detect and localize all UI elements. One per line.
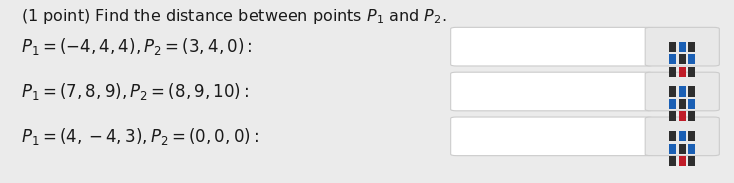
Bar bbox=[669, 66, 676, 76]
Bar bbox=[678, 144, 686, 154]
Bar bbox=[688, 86, 696, 96]
Bar bbox=[688, 99, 696, 109]
FancyBboxPatch shape bbox=[645, 117, 719, 156]
Bar bbox=[688, 42, 696, 52]
Bar bbox=[669, 156, 676, 166]
Bar bbox=[678, 156, 686, 166]
Bar bbox=[688, 156, 696, 166]
Text: $P_1 = (7, 8, 9), P_2 = (8, 9, 10):$: $P_1 = (7, 8, 9), P_2 = (8, 9, 10):$ bbox=[21, 81, 249, 102]
Bar bbox=[669, 42, 676, 52]
FancyBboxPatch shape bbox=[451, 72, 653, 111]
FancyBboxPatch shape bbox=[645, 72, 719, 111]
FancyBboxPatch shape bbox=[645, 27, 719, 66]
Bar bbox=[678, 42, 686, 52]
Bar bbox=[669, 86, 676, 96]
Bar bbox=[678, 54, 686, 64]
Bar bbox=[669, 131, 676, 141]
Bar bbox=[678, 131, 686, 141]
FancyBboxPatch shape bbox=[451, 27, 653, 66]
Bar bbox=[669, 54, 676, 64]
Bar bbox=[688, 144, 696, 154]
FancyBboxPatch shape bbox=[451, 117, 653, 156]
Bar bbox=[688, 131, 696, 141]
Bar bbox=[678, 66, 686, 76]
Bar bbox=[688, 111, 696, 122]
Bar bbox=[669, 99, 676, 109]
Bar bbox=[678, 111, 686, 122]
Text: (1 point) Find the distance between points $P_1$ and $P_2$.: (1 point) Find the distance between poin… bbox=[21, 7, 446, 26]
Bar bbox=[669, 111, 676, 122]
Text: $P_1 = (4, -4, 3), P_2 = (0, 0, 0):$: $P_1 = (4, -4, 3), P_2 = (0, 0, 0):$ bbox=[21, 126, 258, 147]
Bar bbox=[688, 54, 696, 64]
Bar bbox=[669, 144, 676, 154]
Bar bbox=[678, 99, 686, 109]
Text: $P_1 = (-4, 4, 4), P_2 = (3, 4, 0):$: $P_1 = (-4, 4, 4), P_2 = (3, 4, 0):$ bbox=[21, 36, 252, 57]
Bar bbox=[678, 86, 686, 96]
Bar bbox=[688, 66, 696, 76]
